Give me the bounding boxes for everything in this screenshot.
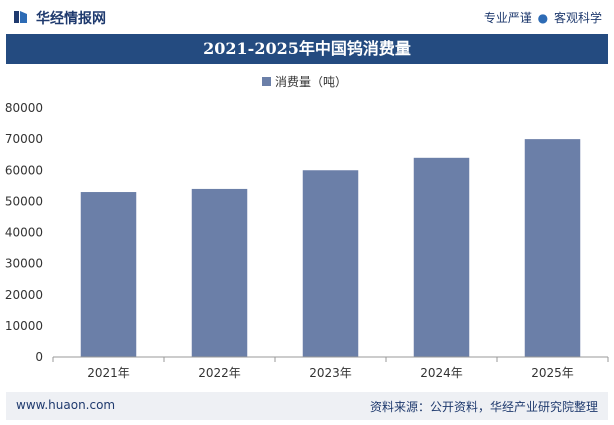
site-name: 华经情报网 [36, 11, 106, 27]
x-axis: 2021年 2022年 2023年 2024年 2025年 [52, 356, 609, 380]
legend-swatch [262, 77, 271, 86]
footer-source: 资料来源：公开资料，华经产业研究院整理 [369, 400, 598, 414]
y-tick-label: 0 [35, 350, 43, 364]
y-tick-label: 20000 [5, 288, 43, 302]
y-axis: 0 10000 20000 30000 40000 50000 60000 70000 8000… [5, 101, 43, 364]
y-tick-label: 70000 [5, 132, 43, 146]
y-tick-label: 10000 [5, 319, 43, 333]
footer-url[interactable]: www.huaon.com [16, 398, 116, 412]
chart: 消费量（吨） 0 10000 20000 30000 40000 50000 60000 70… [5, 75, 609, 380]
tagline-a: 专业严谨 [483, 11, 532, 25]
tagline-separator: ● [537, 11, 549, 25]
x-tick-label: 2025年 [531, 366, 574, 380]
bar [524, 139, 581, 357]
y-tick-label: 40000 [5, 226, 43, 240]
y-tick-label: 80000 [5, 101, 43, 115]
bar [413, 157, 470, 357]
footer: www.huaon.com 资料来源：公开资料，华经产业研究院整理 [6, 392, 608, 420]
chart-title: 2021-2025年中国钨消费量 [203, 39, 411, 58]
y-tick-label: 60000 [5, 163, 43, 177]
y-tick-label: 30000 [5, 257, 43, 271]
bar [80, 192, 137, 357]
bar [302, 170, 359, 357]
bars [80, 139, 581, 357]
tagline: 专业严谨 ● 客观科学 [484, 9, 602, 26]
y-tick-label: 50000 [5, 194, 43, 208]
logo-icon [14, 11, 27, 23]
x-tick-label: 2024年 [420, 366, 463, 380]
legend-label: 消费量（吨） [275, 75, 347, 89]
top-bar: 华经情报网 专业严谨 ● 客观科学 [0, 0, 614, 34]
legend: 消费量（吨） [262, 75, 347, 89]
x-tick-label: 2022年 [198, 366, 241, 380]
x-tick-label: 2021年 [87, 366, 130, 380]
x-tick-label: 2023年 [309, 366, 352, 380]
title-bar: 2021-2025年中国钨消费量 [6, 34, 608, 64]
tagline-b: 客观科学 [553, 11, 602, 25]
bar [191, 188, 248, 357]
